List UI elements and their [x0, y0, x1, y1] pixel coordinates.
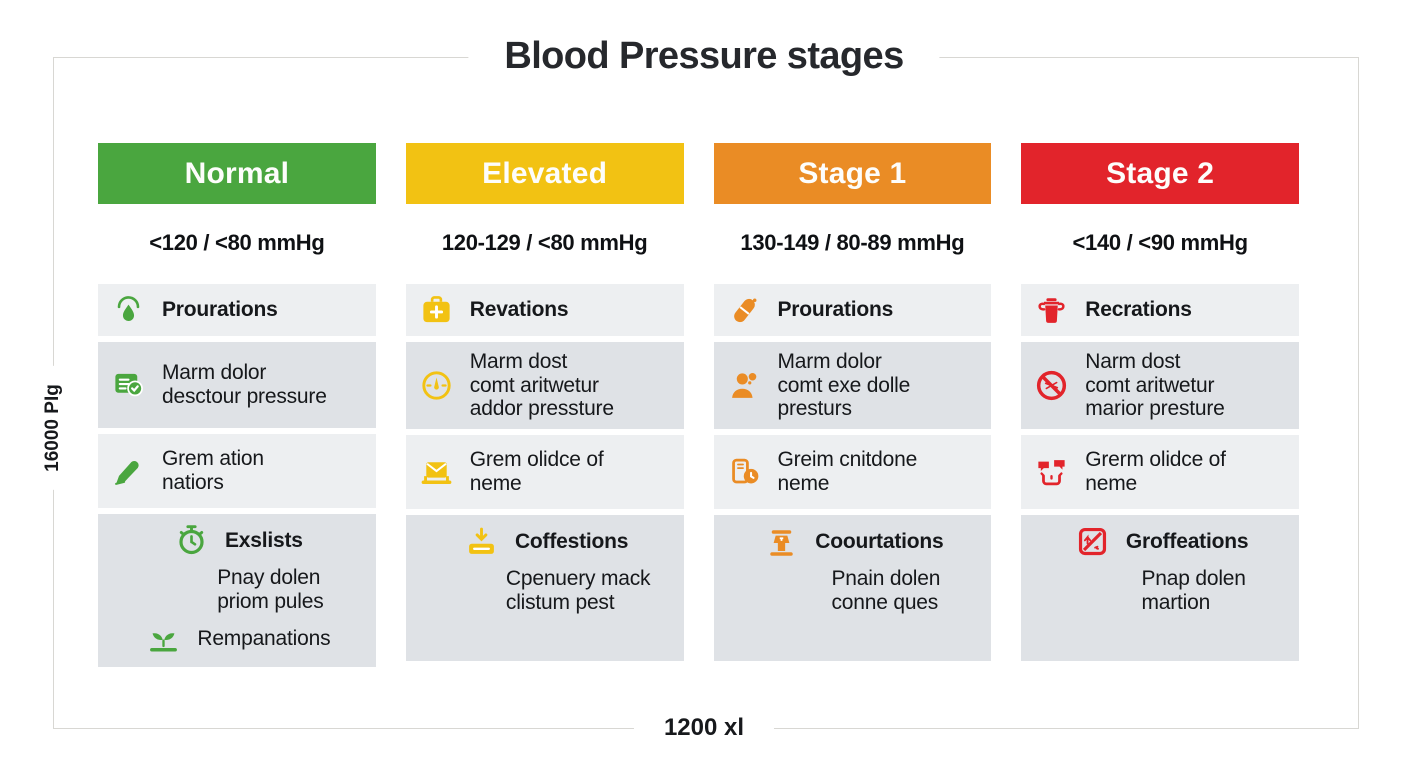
list-item-label: Revations [469, 298, 569, 322]
list-item: Narm dost comt aritwetur marior presture [1021, 342, 1299, 430]
gauge-icon [419, 368, 454, 403]
page-title: Blood Pressure stages [468, 30, 940, 82]
list-item: Prourations [713, 284, 992, 336]
list-item: Marm dolor comt exe dolle presturs [713, 342, 992, 430]
item-list: Revations Marm dost comt aritwetur addor… [405, 284, 684, 662]
list-item: Greim cnitdone neme [713, 435, 992, 510]
bottom-label: 1200 xl [633, 714, 775, 742]
first-aid-kit-icon [419, 293, 454, 328]
bp-range: 130-149 / 80-89 mmHg [740, 230, 965, 255]
podium-icon [764, 524, 799, 559]
list-item-label: Marm dost comt aritwetur addor pressture [469, 350, 614, 421]
list-item: Marm dolor desctour pressure [98, 342, 376, 428]
list-item-group: Coourtations Pnain dolen conne ques [713, 515, 992, 662]
list-item-label: Recrations [1085, 298, 1192, 322]
stage-columns: Normal <120 / <80 mmHg Prourations Marm … [98, 143, 1299, 668]
list-item-label: Grem olidce of neme [469, 448, 604, 496]
column-stage-2: Stage 2 <140 / <90 mmHg Recrations Narm … [1021, 143, 1299, 667]
list-item-subtext: Cpenuery mack clistum pest [505, 567, 651, 614]
prohibition-icon [1034, 368, 1069, 403]
inbox-tray-icon [464, 524, 499, 559]
column-stage-1: Stage 1 130-149 / 80-89 mmHg Prourations… [713, 143, 992, 667]
monitor-shield-icon [111, 368, 146, 403]
column-header: Normal [98, 143, 376, 204]
list-item-group: Exslists Pnay dolen priom pules Rempanat… [98, 514, 376, 668]
list-item-label: Groffeations [1125, 529, 1249, 553]
bp-range: <120 / <80 mmHg [149, 230, 325, 255]
list-item-label: Marm dolor desctour pressure [162, 361, 327, 408]
list-item: Grerm olidce of neme [1021, 435, 1299, 510]
column-header: Stage 1 [713, 143, 992, 204]
list-item-label: Exslists [224, 528, 303, 552]
list-item: Groffeations [1075, 524, 1249, 559]
water-drop-icon [111, 293, 146, 328]
jug-cup-icon [1034, 293, 1069, 328]
seedling-icon [146, 621, 181, 656]
list-item-label: Prourations [162, 298, 278, 322]
list-item: Rempanations [146, 621, 331, 656]
list-item: Coourtations [764, 524, 944, 559]
list-item-label: Marm dolor comt exe dolle presturs [777, 350, 911, 421]
list-item-subtext: Pnain dolen conne ques [831, 567, 941, 614]
mail-laptop-icon [419, 455, 454, 490]
list-item-label: Grem ation natiors [162, 447, 264, 494]
list-item-group: Coffestions Cpenuery mack clistum pest [405, 515, 684, 662]
list-item-subtext: Pnay dolen priom pules [217, 566, 324, 613]
column-normal: Normal <120 / <80 mmHg Prourations Marm … [98, 143, 376, 668]
chat-bubbles-icon [1034, 455, 1069, 490]
list-item-label: Coourtations [815, 529, 944, 553]
item-list: Prourations Marm dolor desctour pressure… [98, 284, 376, 668]
phone-clock-icon [727, 455, 762, 490]
list-item: Revations [405, 284, 684, 336]
list-item-label: Grerm olidce of neme [1085, 448, 1226, 496]
column-elevated: Elevated 120-129 / <80 mmHg Revations Ma… [405, 143, 684, 667]
column-header: Stage 2 [1021, 143, 1299, 204]
list-item: Prourations [98, 284, 376, 336]
bp-range: <140 / <90 mmHg [1072, 230, 1248, 255]
marker-pen-icon [111, 454, 146, 489]
pill-bottle-icon [727, 293, 762, 328]
list-item-subtext: Pnap dolen martion [1141, 567, 1246, 614]
bp-range: 120-129 / <80 mmHg [441, 230, 648, 255]
list-item: Recrations [1021, 284, 1299, 336]
list-item-label: Greim cnitdone neme [777, 448, 918, 496]
list-item-label: Coffestions [514, 529, 629, 553]
list-item-group: Groffeations Pnap dolen martion [1021, 515, 1299, 662]
no-sign-box-icon [1075, 524, 1110, 559]
item-list: Prourations Marm dolor comt exe dolle pr… [713, 284, 992, 662]
list-item-label: Prourations [777, 298, 894, 322]
list-item: Coffestions [464, 524, 628, 559]
list-item: Marm dost comt aritwetur addor pressture [405, 342, 684, 430]
list-item: Exslists [174, 523, 303, 558]
stopwatch-icon [174, 523, 209, 558]
list-item: Grem ation natiors [98, 434, 376, 508]
column-header: Elevated [405, 143, 684, 204]
left-axis-label: 16000 PIg [42, 366, 64, 490]
list-item-label: Rempanations [197, 627, 331, 651]
item-list: Recrations Narm dost comt aritwetur mari… [1021, 284, 1299, 662]
patient-icon [727, 368, 762, 403]
list-item: Grem olidce of neme [405, 435, 684, 510]
list-item-label: Narm dost comt aritwetur marior presture [1085, 350, 1225, 421]
